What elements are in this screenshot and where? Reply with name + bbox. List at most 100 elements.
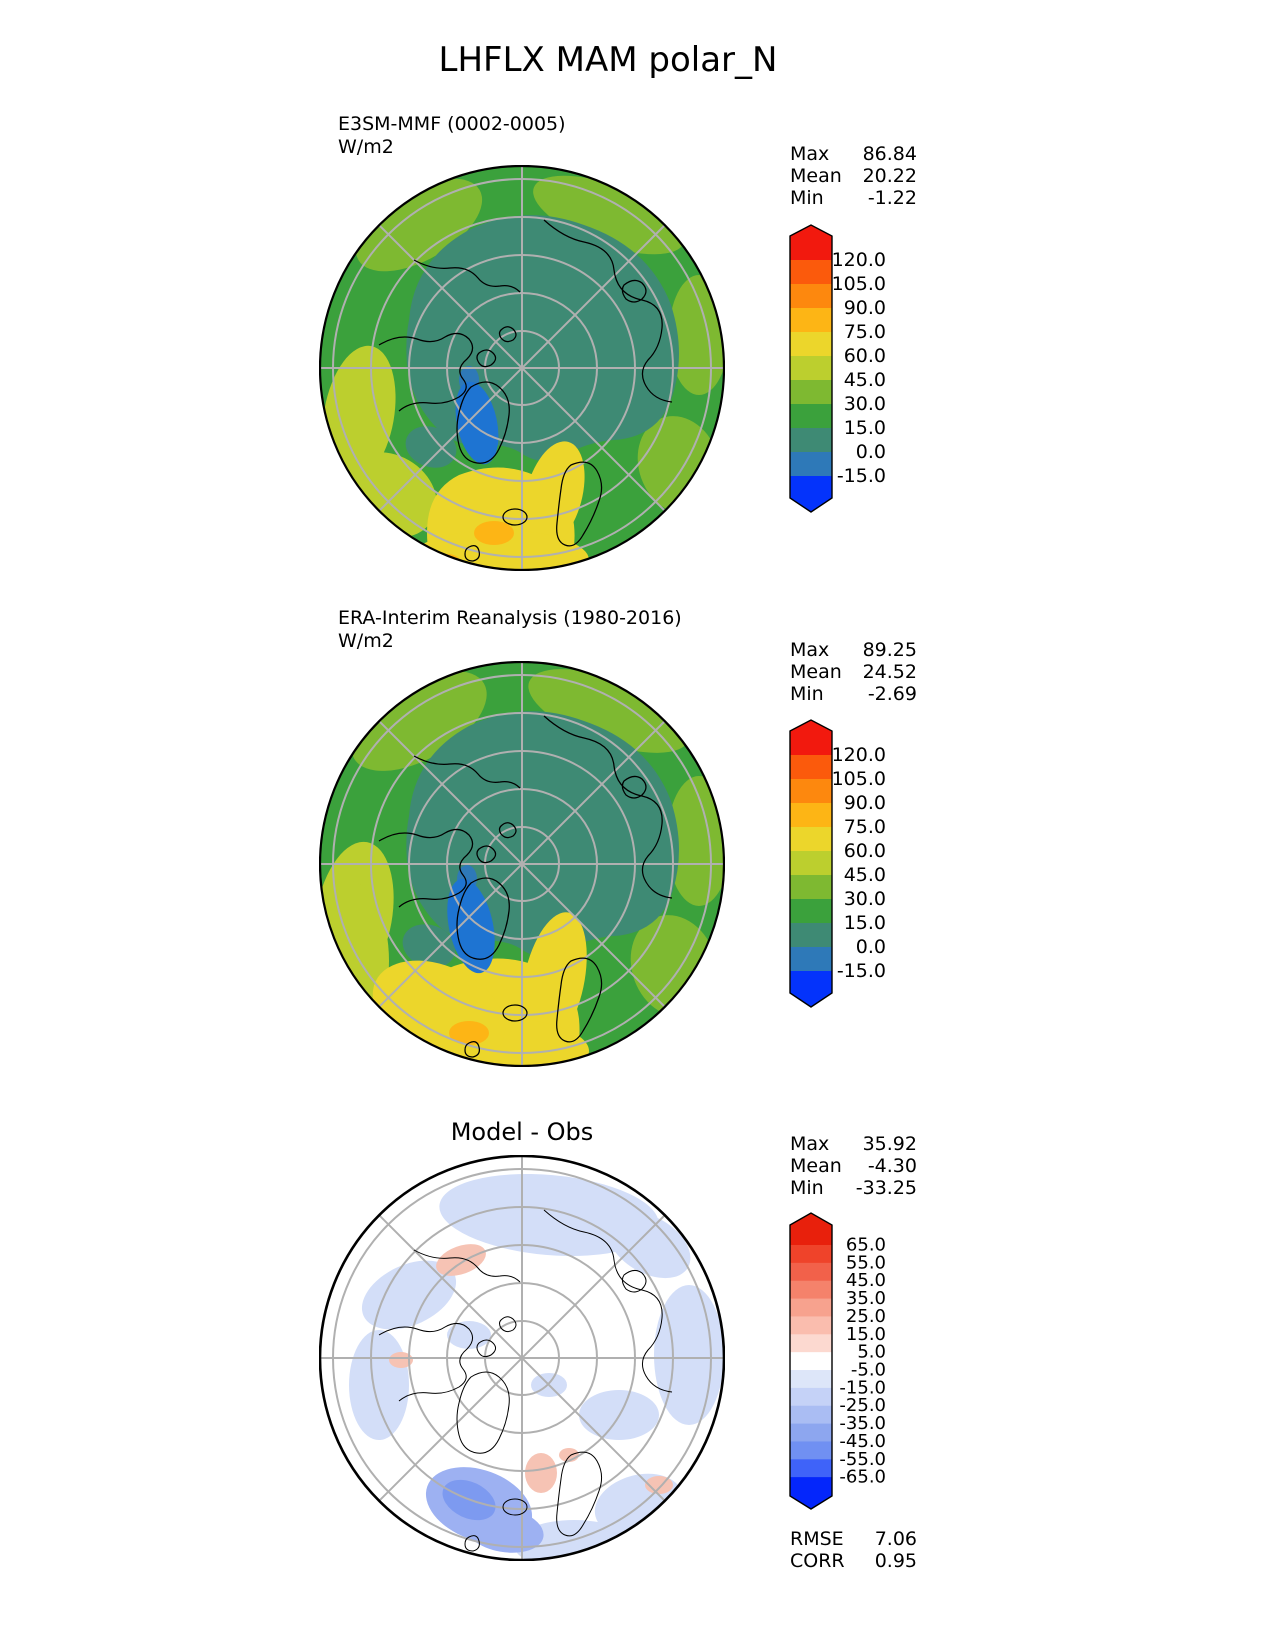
colorbar-tick-label: 0.0 xyxy=(856,441,886,463)
stat-value: 7.06 xyxy=(874,1528,917,1550)
panel2-colorbar: 120.0105.090.075.060.045.030.015.00.0-15… xyxy=(789,719,886,1008)
colorbar-outline xyxy=(789,224,833,513)
colorbar-segment xyxy=(790,332,832,357)
colorbar-over-arrow xyxy=(790,720,832,755)
colorbar-segment xyxy=(790,1352,832,1371)
stat-label: Mean xyxy=(790,661,842,683)
colorbar-tick-label: 120.0 xyxy=(832,249,886,271)
colorbar-tick-label: 75.0 xyxy=(844,321,886,343)
colorbar-tick-label: -15.0 xyxy=(839,1377,886,1398)
stat-row: Min -2.69 xyxy=(790,683,917,705)
stat-label: Min xyxy=(790,187,824,209)
panel3-map xyxy=(319,1155,725,1561)
figure-title: LHFLX MAM polar_N xyxy=(438,40,778,80)
colorbar-segment xyxy=(790,1405,832,1425)
colorbar-tick-label: 35.0 xyxy=(846,1288,886,1309)
colorbar-tick-label: -15.0 xyxy=(837,465,886,487)
stat-value: 20.22 xyxy=(862,165,917,187)
panel3-colorbar: 65.055.045.035.025.015.05.0-5.0-15.0-25.… xyxy=(789,1212,886,1510)
panel1-header: E3SM-MMF (0002-0005) W/m2 xyxy=(338,113,566,159)
panel2-dataset-label: ERA-Interim Reanalysis (1980-2016) xyxy=(338,607,682,629)
colorbar-outline xyxy=(789,719,833,1008)
colorbar-tick-label: 0.0 xyxy=(856,936,886,958)
panel1-map-boundary xyxy=(319,165,725,571)
colorbar-segment xyxy=(790,1441,832,1460)
stat-label: Max xyxy=(790,1133,830,1155)
colorbar-tick-label: 120.0 xyxy=(832,744,886,766)
colorbar-tick-label: -15.0 xyxy=(837,960,886,982)
stat-row: Min -33.25 xyxy=(790,1177,917,1199)
stat-value: 24.52 xyxy=(862,661,917,683)
colorbar-over-arrow xyxy=(790,225,832,260)
panel2-map xyxy=(319,661,725,1067)
colorbar-tick-label: 25.0 xyxy=(846,1306,886,1327)
stat-label: CORR xyxy=(790,1550,845,1572)
colorbar-segment xyxy=(790,1316,832,1335)
panel1-stats: Max 86.84 Mean 20.22 Min -1.22 xyxy=(790,143,917,209)
stat-label: Min xyxy=(790,1177,824,1199)
colorbar-tick-label: 105.0 xyxy=(832,768,886,790)
panel3-stats: Max 35.92 Mean -4.30 Min -33.25 xyxy=(790,1133,917,1199)
stat-row: RMSE 7.06 xyxy=(790,1528,917,1550)
stat-value: -2.69 xyxy=(867,683,917,705)
stat-value: 0.95 xyxy=(874,1550,917,1572)
colorbar-segment xyxy=(790,1459,832,1478)
stat-row: Max 89.25 xyxy=(790,639,917,661)
colorbar-segment xyxy=(790,428,832,453)
stat-label: Min xyxy=(790,683,824,705)
stat-value: 86.84 xyxy=(862,143,917,165)
colorbar-segment xyxy=(790,260,832,285)
stat-label: RMSE xyxy=(790,1528,844,1550)
colorbar-tick-label: 75.0 xyxy=(844,816,886,838)
stat-value: 35.92 xyxy=(862,1133,917,1155)
colorbar-tick-label: 60.0 xyxy=(844,345,886,367)
colorbar-tick-label: -5.0 xyxy=(851,1360,886,1381)
panel3-title: Model - Obs xyxy=(450,1118,594,1146)
stat-value: -1.22 xyxy=(867,187,917,209)
colorbar-segment xyxy=(790,1298,832,1318)
colorbar-segment xyxy=(790,779,832,804)
colorbar-segment xyxy=(790,755,832,780)
colorbar-segment xyxy=(790,803,832,828)
colorbar-tick-label: 90.0 xyxy=(844,297,886,319)
panel2-units-label: W/m2 xyxy=(338,630,394,652)
colorbar-tick-label: 90.0 xyxy=(844,792,886,814)
panel3-metrics: RMSE 7.06 CORR 0.95 xyxy=(790,1528,917,1572)
colorbar-segment xyxy=(790,1387,832,1407)
panel3-contour-field xyxy=(320,1156,724,1560)
stat-row: Mean 20.22 xyxy=(790,165,917,187)
colorbar-tick-label: 105.0 xyxy=(832,273,886,295)
colorbar-tick-label: 5.0 xyxy=(857,1342,886,1363)
colorbar-segment xyxy=(790,899,832,924)
stat-label: Mean xyxy=(790,165,842,187)
colorbar-segment xyxy=(790,947,832,972)
colorbar-segment xyxy=(790,851,832,876)
colorbar-tick-label: -35.0 xyxy=(839,1413,886,1434)
colorbar-outline xyxy=(789,1212,833,1510)
colorbar-tick-label: -45.0 xyxy=(839,1431,886,1452)
colorbar-tick-label: 55.0 xyxy=(846,1252,886,1273)
colorbar-tick-label: -65.0 xyxy=(839,1467,886,1488)
colorbar-segment xyxy=(790,1280,832,1300)
colorbar-segment xyxy=(790,1262,832,1282)
stat-row: Min -1.22 xyxy=(790,187,917,209)
colorbar-tick-label: 30.0 xyxy=(844,888,886,910)
colorbar-segment xyxy=(790,1245,832,1264)
colorbar-segment xyxy=(790,827,832,852)
colorbar-segment xyxy=(790,284,832,309)
colorbar-segment xyxy=(790,356,832,381)
stat-row: Max 35.92 xyxy=(790,1133,917,1155)
colorbar-segment xyxy=(790,1334,832,1353)
panel1-colorbar: 120.0105.090.075.060.045.030.015.00.0-15… xyxy=(789,224,886,513)
panel1-map xyxy=(319,165,725,571)
stat-value: -4.30 xyxy=(867,1155,917,1177)
colorbar-tick-label: 45.0 xyxy=(846,1270,886,1291)
colorbar-tick-label: 15.0 xyxy=(846,1324,886,1345)
stat-label: Max xyxy=(790,143,830,165)
colorbar-tick-label: 15.0 xyxy=(844,417,886,439)
colorbar-tick-label: 45.0 xyxy=(844,864,886,886)
colorbar-segment xyxy=(790,404,832,429)
panel3-map-boundary xyxy=(319,1155,725,1561)
colorbar-tick-label: 45.0 xyxy=(844,369,886,391)
